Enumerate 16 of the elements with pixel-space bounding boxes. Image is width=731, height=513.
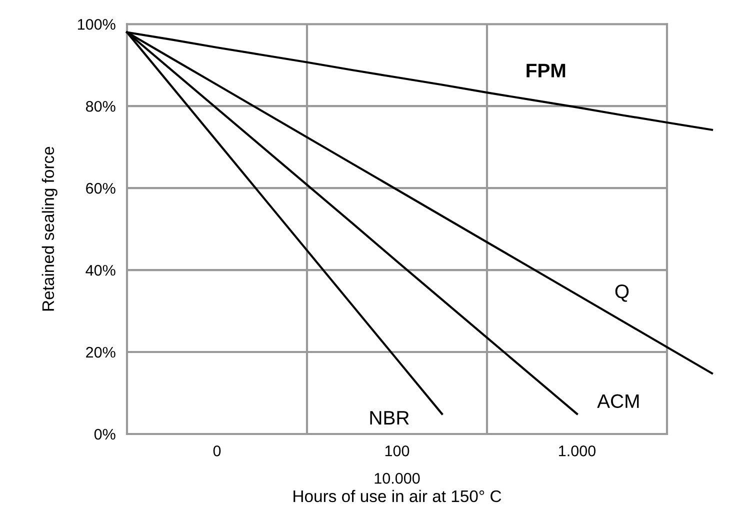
y-tick-label: 60% <box>86 182 116 194</box>
y-tick-label: 80% <box>86 100 116 112</box>
x-tick-label: 0 <box>213 446 221 456</box>
y-axis-title: Retained sealing force <box>42 146 58 311</box>
y-tick-label: 40% <box>86 264 116 276</box>
y-tick-label: 100% <box>78 18 116 30</box>
y-tick-label: 20% <box>86 346 116 358</box>
series-label: NBR <box>370 411 409 424</box>
series-label: ACM <box>597 394 639 408</box>
x-tick-label: 1.000 <box>559 446 596 456</box>
series-label: Q <box>615 284 629 302</box>
text: 10.000 <box>374 472 420 484</box>
x-axis-title: Hours of use in air at 150° C <box>294 490 502 502</box>
y-tick-label: 0% <box>94 428 116 440</box>
x-tick-label: 100 <box>385 446 410 456</box>
series-label: FPM <box>526 64 566 78</box>
